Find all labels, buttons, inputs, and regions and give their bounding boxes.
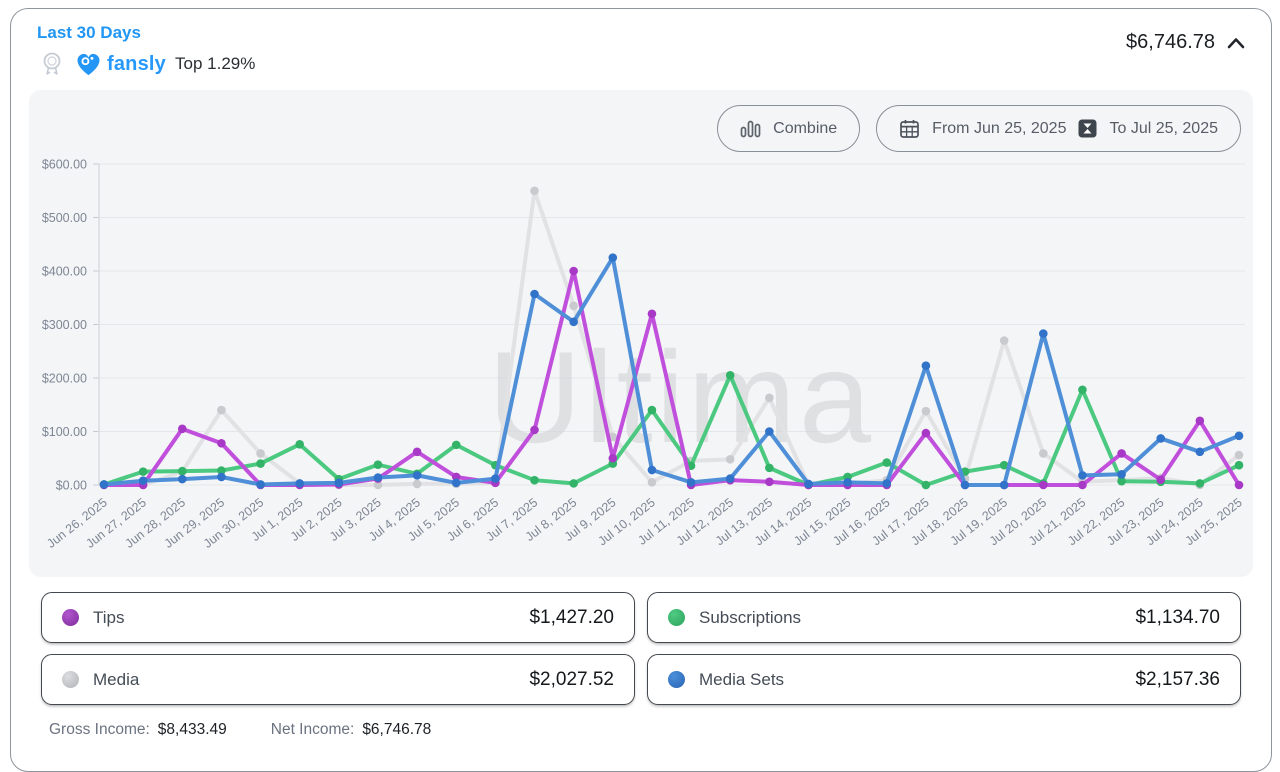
hourglass-icon: [1078, 119, 1097, 138]
media-dot-icon: [62, 671, 79, 688]
fansly-heart-icon: [77, 53, 100, 76]
legend-label: Subscriptions: [699, 607, 802, 627]
combine-button[interactable]: Combine: [717, 105, 861, 152]
date-from-label: From Jun 25, 2025: [932, 119, 1067, 137]
svg-text:$500.00: $500.00: [42, 211, 87, 225]
legend: Tips $1,427.20 Subscriptions $1,134.70 M…: [41, 592, 1241, 705]
legend-card-tips[interactable]: Tips $1,427.20: [41, 592, 635, 643]
legend-card-media[interactable]: Media $2,027.52: [41, 654, 635, 705]
legend-label: Tips: [93, 607, 125, 627]
svg-text:$300.00: $300.00: [42, 318, 87, 332]
legend-label: Media Sets: [699, 669, 785, 689]
legend-value: $2,027.52: [529, 668, 614, 690]
svg-text:$600.00: $600.00: [42, 158, 87, 172]
watermark-text: Ultima: [488, 324, 874, 470]
chart-panel: Combine From Jun 25, 2025: [29, 90, 1253, 577]
date-range-button[interactable]: From Jun 25, 2025 To Jul 25, 2025: [876, 105, 1241, 152]
date-to-label: To Jul 25, 2025: [1109, 119, 1218, 137]
bar-chart-icon: [740, 120, 761, 137]
legend-label: Media: [93, 669, 140, 689]
legend-value: $1,134.70: [1135, 606, 1220, 628]
legend-value: $1,427.20: [529, 606, 614, 628]
total-collapse-toggle[interactable]: $6,746.78: [1126, 31, 1247, 54]
svg-text:$100.00: $100.00: [42, 425, 87, 439]
svg-text:$400.00: $400.00: [42, 265, 87, 279]
net-income-label: Net Income:: [270, 721, 355, 738]
legend-card-subscriptions[interactable]: Subscriptions $1,134.70: [647, 592, 1241, 643]
combine-label: Combine: [773, 119, 838, 137]
tips-dot-icon: [62, 609, 79, 626]
range-title-link[interactable]: Last 30 Days: [37, 23, 141, 42]
chart-canvas: $0.00 $100.00 $200.00 $300.00 $400.00 $500.00…: [42, 158, 1245, 551]
legend-card-media-sets[interactable]: Media Sets $2,157.36: [647, 654, 1241, 705]
earnings-card: Last 30 Days fansly Top 1.29%: [10, 8, 1272, 772]
chart-toolbar: Combine From Jun 25, 2025: [717, 105, 1241, 152]
chevron-up-icon: [1227, 37, 1245, 48]
card-header: Last 30 Days fansly Top 1.29%: [29, 23, 1253, 78]
calendar-icon: [900, 120, 920, 138]
platform-name: fansly: [107, 52, 167, 75]
svg-text:$200.00: $200.00: [42, 372, 87, 386]
total-amount: $6,746.78: [1126, 31, 1215, 53]
top-percent-badge: Top 1.29%: [175, 54, 256, 73]
income-summary: Gross Income: $8,433.49 Net Income: $6,7…: [49, 721, 1253, 739]
media-sets-dot-icon: [668, 671, 685, 688]
subscriptions-dot-icon: [668, 609, 685, 626]
svg-text:$0.00: $0.00: [56, 479, 87, 493]
legend-value: $2,157.36: [1135, 668, 1220, 690]
net-income-value: $6,746.78: [362, 721, 432, 738]
gross-income-label: Gross Income:: [49, 721, 150, 738]
gross-income-value: $8,433.49: [157, 721, 227, 738]
medal-icon: [43, 52, 61, 75]
platform-badge-row: fansly Top 1.29%: [39, 50, 255, 78]
